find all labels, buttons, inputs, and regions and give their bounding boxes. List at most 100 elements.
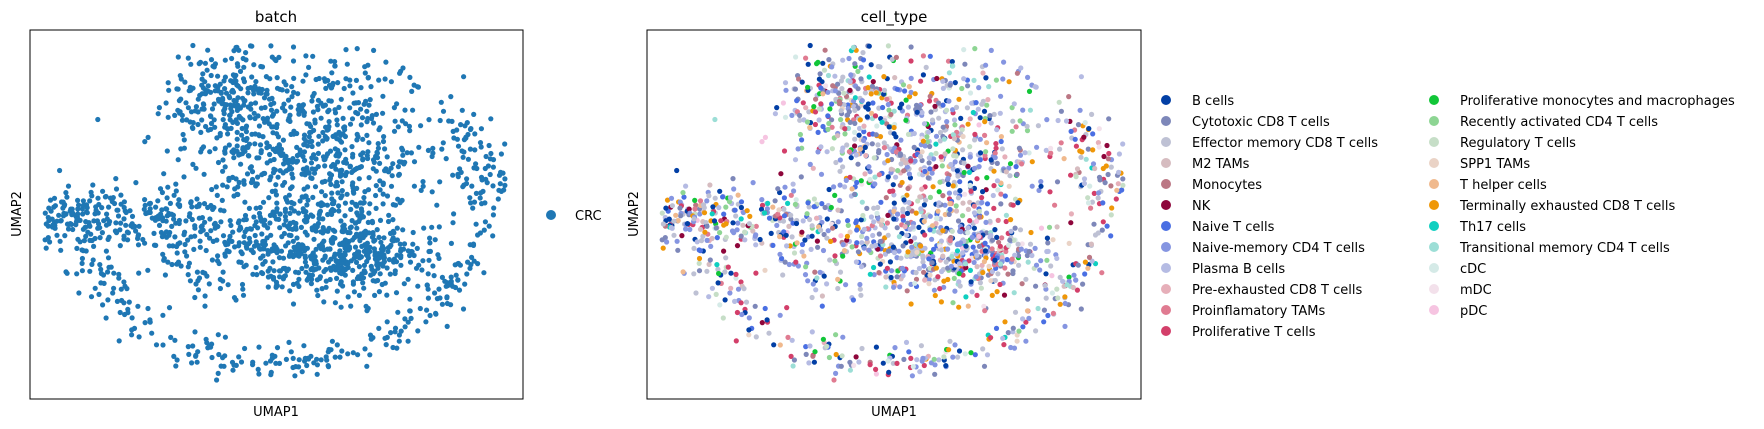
scatter-point bbox=[826, 57, 832, 63]
legend-label: Naive T cells bbox=[1192, 220, 1275, 235]
scatter-point bbox=[318, 200, 324, 206]
scatter-point bbox=[995, 187, 1001, 193]
scatter-point bbox=[355, 100, 362, 106]
scatter-point bbox=[246, 205, 252, 211]
scatter-point bbox=[283, 356, 289, 362]
scatter-point bbox=[829, 146, 836, 152]
scatter-point bbox=[464, 120, 470, 126]
scatter-point bbox=[716, 205, 722, 211]
scatter-point bbox=[405, 276, 411, 282]
scatter-point bbox=[829, 101, 835, 107]
scatter-point bbox=[172, 234, 178, 240]
scatter-point bbox=[402, 107, 408, 113]
scatter-point bbox=[268, 369, 274, 375]
scatter-point bbox=[974, 292, 980, 298]
scatter-point bbox=[186, 351, 192, 357]
scatter-point bbox=[971, 203, 977, 209]
scatter-point bbox=[761, 210, 768, 216]
scatter-point bbox=[704, 198, 710, 204]
scatter-point bbox=[814, 215, 820, 221]
scatter-point bbox=[874, 123, 880, 129]
scatter-point bbox=[176, 220, 182, 227]
scatter-point bbox=[310, 194, 316, 200]
scatter-point bbox=[958, 240, 964, 246]
scatter-point bbox=[859, 199, 865, 205]
scatter-point bbox=[113, 220, 119, 226]
scatter-point bbox=[917, 194, 923, 200]
scatter-point bbox=[439, 274, 445, 280]
scatter-point bbox=[256, 90, 262, 96]
scatter-point bbox=[354, 203, 360, 209]
scatter-point bbox=[864, 235, 870, 241]
scatter-point bbox=[722, 269, 728, 275]
scatter-point bbox=[696, 268, 703, 274]
scatter-point bbox=[418, 123, 424, 129]
scatter-point bbox=[482, 219, 488, 225]
scatter-point bbox=[920, 53, 927, 59]
scatter-point bbox=[477, 195, 483, 201]
scatter-point bbox=[448, 240, 454, 246]
scatter-point bbox=[356, 264, 362, 270]
scatter-point bbox=[982, 132, 988, 138]
scatter-point bbox=[247, 114, 253, 120]
scatter-point bbox=[909, 244, 915, 250]
scatter-point bbox=[242, 98, 248, 104]
scatter-point bbox=[359, 115, 366, 121]
scatter-point bbox=[187, 278, 193, 284]
scatter-point bbox=[873, 132, 879, 138]
scatter-point bbox=[914, 249, 920, 255]
scatter-point bbox=[904, 192, 910, 198]
scatter-point bbox=[333, 183, 339, 189]
scatter-point bbox=[353, 77, 359, 83]
scatter-point bbox=[51, 195, 58, 201]
scatter-point bbox=[1010, 325, 1016, 331]
scatter-point bbox=[332, 146, 338, 152]
scatter-point bbox=[893, 54, 900, 61]
scatter-point bbox=[401, 241, 408, 247]
scatter-point bbox=[163, 100, 169, 106]
scatter-point bbox=[288, 349, 294, 355]
scatter-point bbox=[392, 325, 399, 331]
scatter-point bbox=[332, 300, 338, 306]
scatter-point bbox=[482, 200, 488, 206]
scatter-point bbox=[922, 168, 928, 174]
scatter-point bbox=[187, 84, 193, 90]
scatter-point bbox=[856, 132, 862, 138]
scatter-point bbox=[944, 119, 950, 125]
scatter-point bbox=[302, 253, 308, 259]
scatter-point bbox=[967, 154, 973, 160]
scatter-point bbox=[432, 290, 438, 296]
scatter-point bbox=[857, 146, 863, 152]
scatter-point bbox=[885, 248, 892, 254]
scatter-point bbox=[896, 234, 903, 240]
scatter-point bbox=[243, 123, 250, 129]
scatter-point bbox=[217, 81, 223, 87]
scatter-point bbox=[885, 158, 891, 164]
scatter-point bbox=[1024, 252, 1030, 259]
scatter-point bbox=[290, 355, 296, 361]
scatter-point bbox=[194, 204, 200, 210]
scatter-point bbox=[391, 128, 398, 134]
scatter-point bbox=[852, 61, 858, 67]
scatter-point bbox=[145, 305, 151, 312]
scatter-point bbox=[713, 225, 719, 231]
scatter-point bbox=[757, 236, 763, 243]
scatter-point bbox=[374, 155, 381, 161]
scatter-point bbox=[296, 276, 302, 282]
scatter-point bbox=[922, 143, 928, 149]
scatter-point bbox=[872, 242, 879, 248]
scatter-point bbox=[227, 112, 233, 118]
scatter-point bbox=[230, 367, 236, 373]
scatter-point bbox=[937, 129, 944, 136]
scatter-point bbox=[945, 175, 951, 181]
scatter-point bbox=[315, 164, 321, 170]
scatter-point bbox=[95, 195, 101, 201]
scatter-point bbox=[274, 75, 280, 81]
scatter-point bbox=[697, 198, 704, 204]
scatter-point bbox=[250, 362, 256, 368]
legend-marker bbox=[1161, 284, 1171, 294]
scatter-point bbox=[906, 205, 912, 211]
scatter-point bbox=[936, 115, 942, 121]
scatter-point bbox=[65, 183, 72, 189]
scatter-point bbox=[106, 234, 112, 240]
